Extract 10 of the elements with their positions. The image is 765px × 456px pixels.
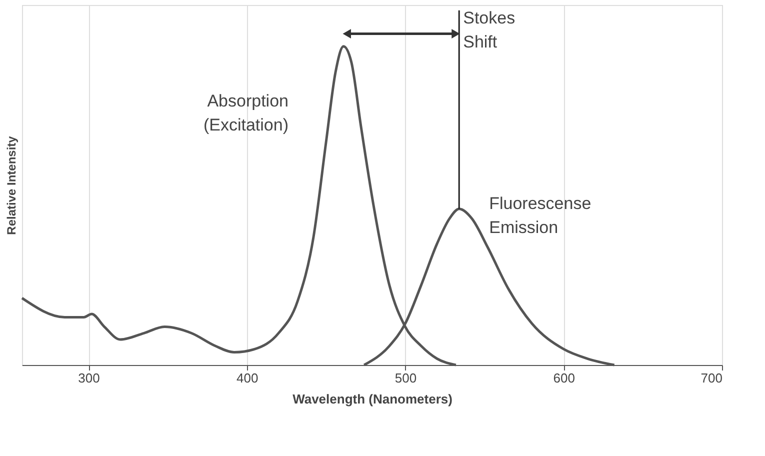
annotation: Fluorescense Emission xyxy=(489,194,592,237)
x-axis-title: Wavelength (Nanometers) xyxy=(292,392,452,406)
annotation: Absorption (Excitation) xyxy=(203,91,288,134)
x-tick-label: 700 xyxy=(700,370,722,386)
x-tick-label: 300 xyxy=(78,370,100,386)
ref-line-label: Stokes Shift xyxy=(463,8,516,52)
y-axis-title: Relative Intensity xyxy=(4,136,18,235)
x-tick-label: 500 xyxy=(394,370,417,386)
x-tick-label: 400 xyxy=(236,370,258,386)
x-tick-label: 600 xyxy=(553,370,575,386)
